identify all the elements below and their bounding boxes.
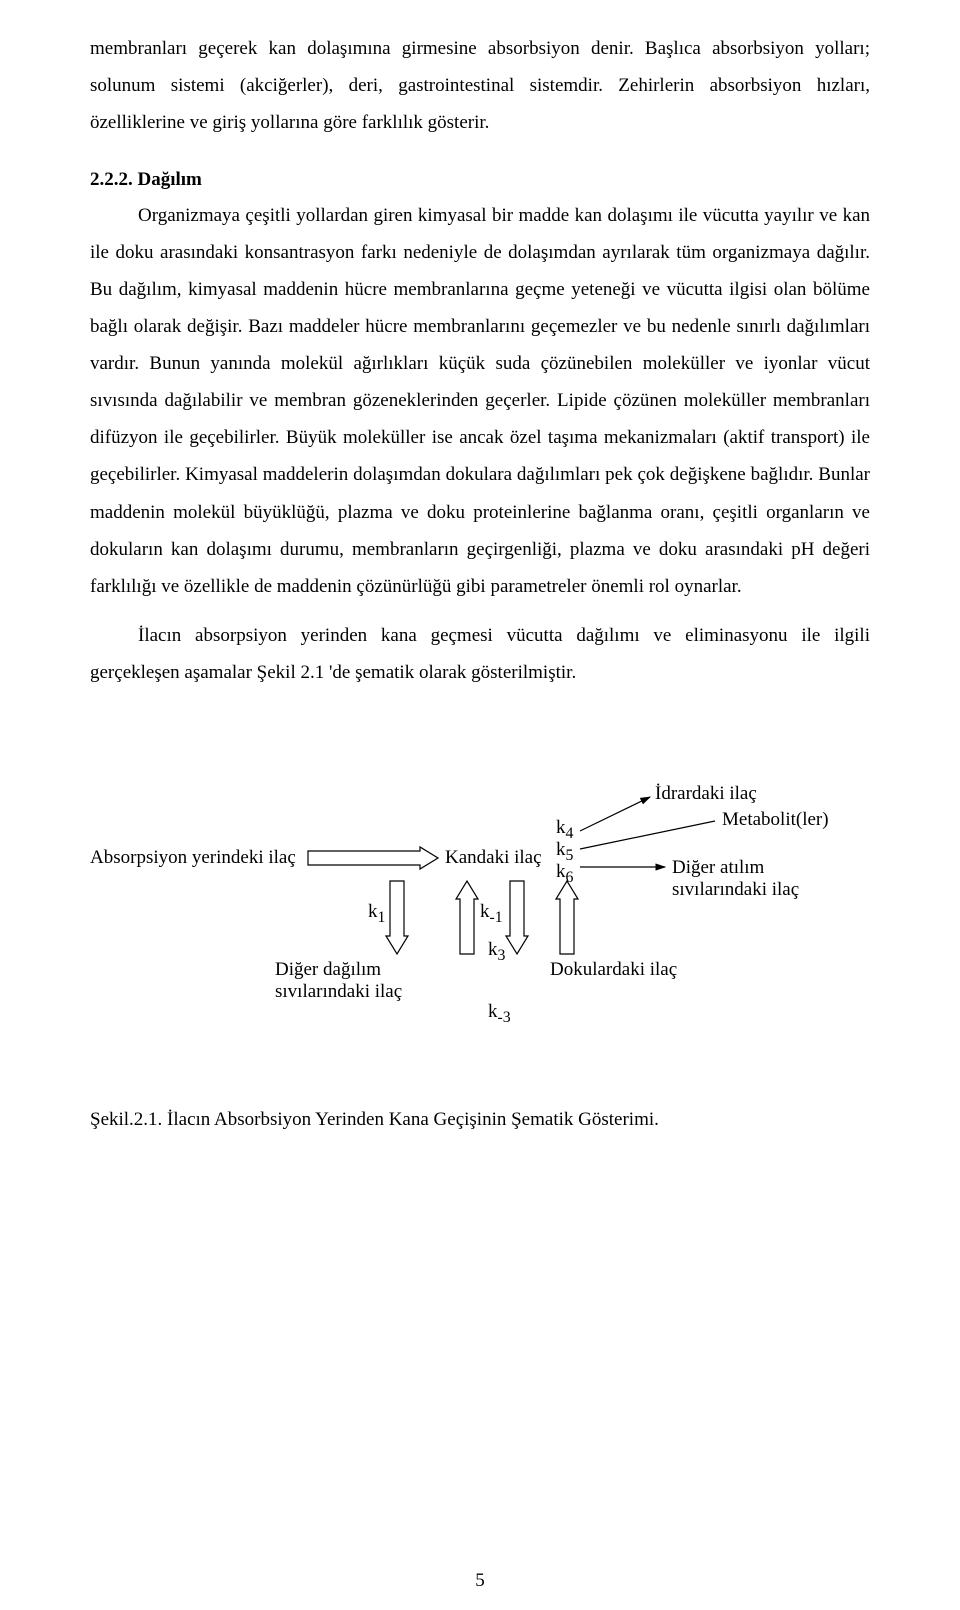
fig-diger-atilim-l2: sıvılarındaki ilaç [672, 879, 799, 901]
document-page: membranları geçerek kan dolaşımına girme… [0, 0, 960, 1610]
fig-diger-atilim-l1: Diğer atılım [672, 857, 764, 879]
fig-absorp-label: Absorpsiyon yerindeki ilaç [90, 847, 296, 869]
k5-base: k [556, 839, 566, 860]
k4-base: k [556, 817, 566, 838]
k1-sub: 1 [378, 909, 386, 926]
paragraph-2a: Organizmaya çeşitli yollardan giren kimy… [90, 197, 870, 605]
section-heading: 2.2.2. Dağılım [90, 169, 870, 191]
km3-base: k [488, 1001, 498, 1022]
fig-kandaki-label: Kandaki ilaç [445, 847, 542, 869]
fig-diger-dagilim-l2: sıvılarındaki ilaç [275, 981, 402, 1003]
km3-sub: -3 [498, 1009, 511, 1026]
fig-k1: k1 [368, 901, 385, 927]
figure-diagram: Absorpsiyon yerindeki ilaç Kandaki ilaç … [90, 761, 870, 1061]
paragraph-1: membranları geçerek kan dolaşımına girme… [90, 30, 870, 141]
figure-caption: Şekil.2.1. İlacın Absorbsiyon Yerinden K… [90, 1101, 870, 1138]
fig-km1: k-1 [480, 901, 503, 927]
fig-dokulardaki-label: Dokulardaki ilaç [550, 959, 677, 981]
km1-sub: -1 [490, 909, 503, 926]
page-number: 5 [0, 1570, 960, 1592]
k3-sub: 3 [498, 947, 506, 964]
k6-sub: 6 [566, 869, 574, 886]
fig-km3: k-3 [488, 1001, 511, 1027]
k6-base: k [556, 861, 566, 882]
fig-k6: k6 [556, 861, 573, 887]
k1-base: k [368, 901, 378, 922]
fig-idrar-label: İdrardaki ilaç [655, 783, 757, 805]
fig-diger-dagilim-l1: Diğer dağılım [275, 959, 381, 981]
k3-base: k [488, 939, 498, 960]
km1-base: k [480, 901, 490, 922]
fig-k3: k3 [488, 939, 505, 965]
fig-metabolit-label: Metabolit(ler) [722, 809, 829, 831]
paragraph-2b: İlacın absorpsiyon yerinden kana geçmesi… [90, 617, 870, 691]
